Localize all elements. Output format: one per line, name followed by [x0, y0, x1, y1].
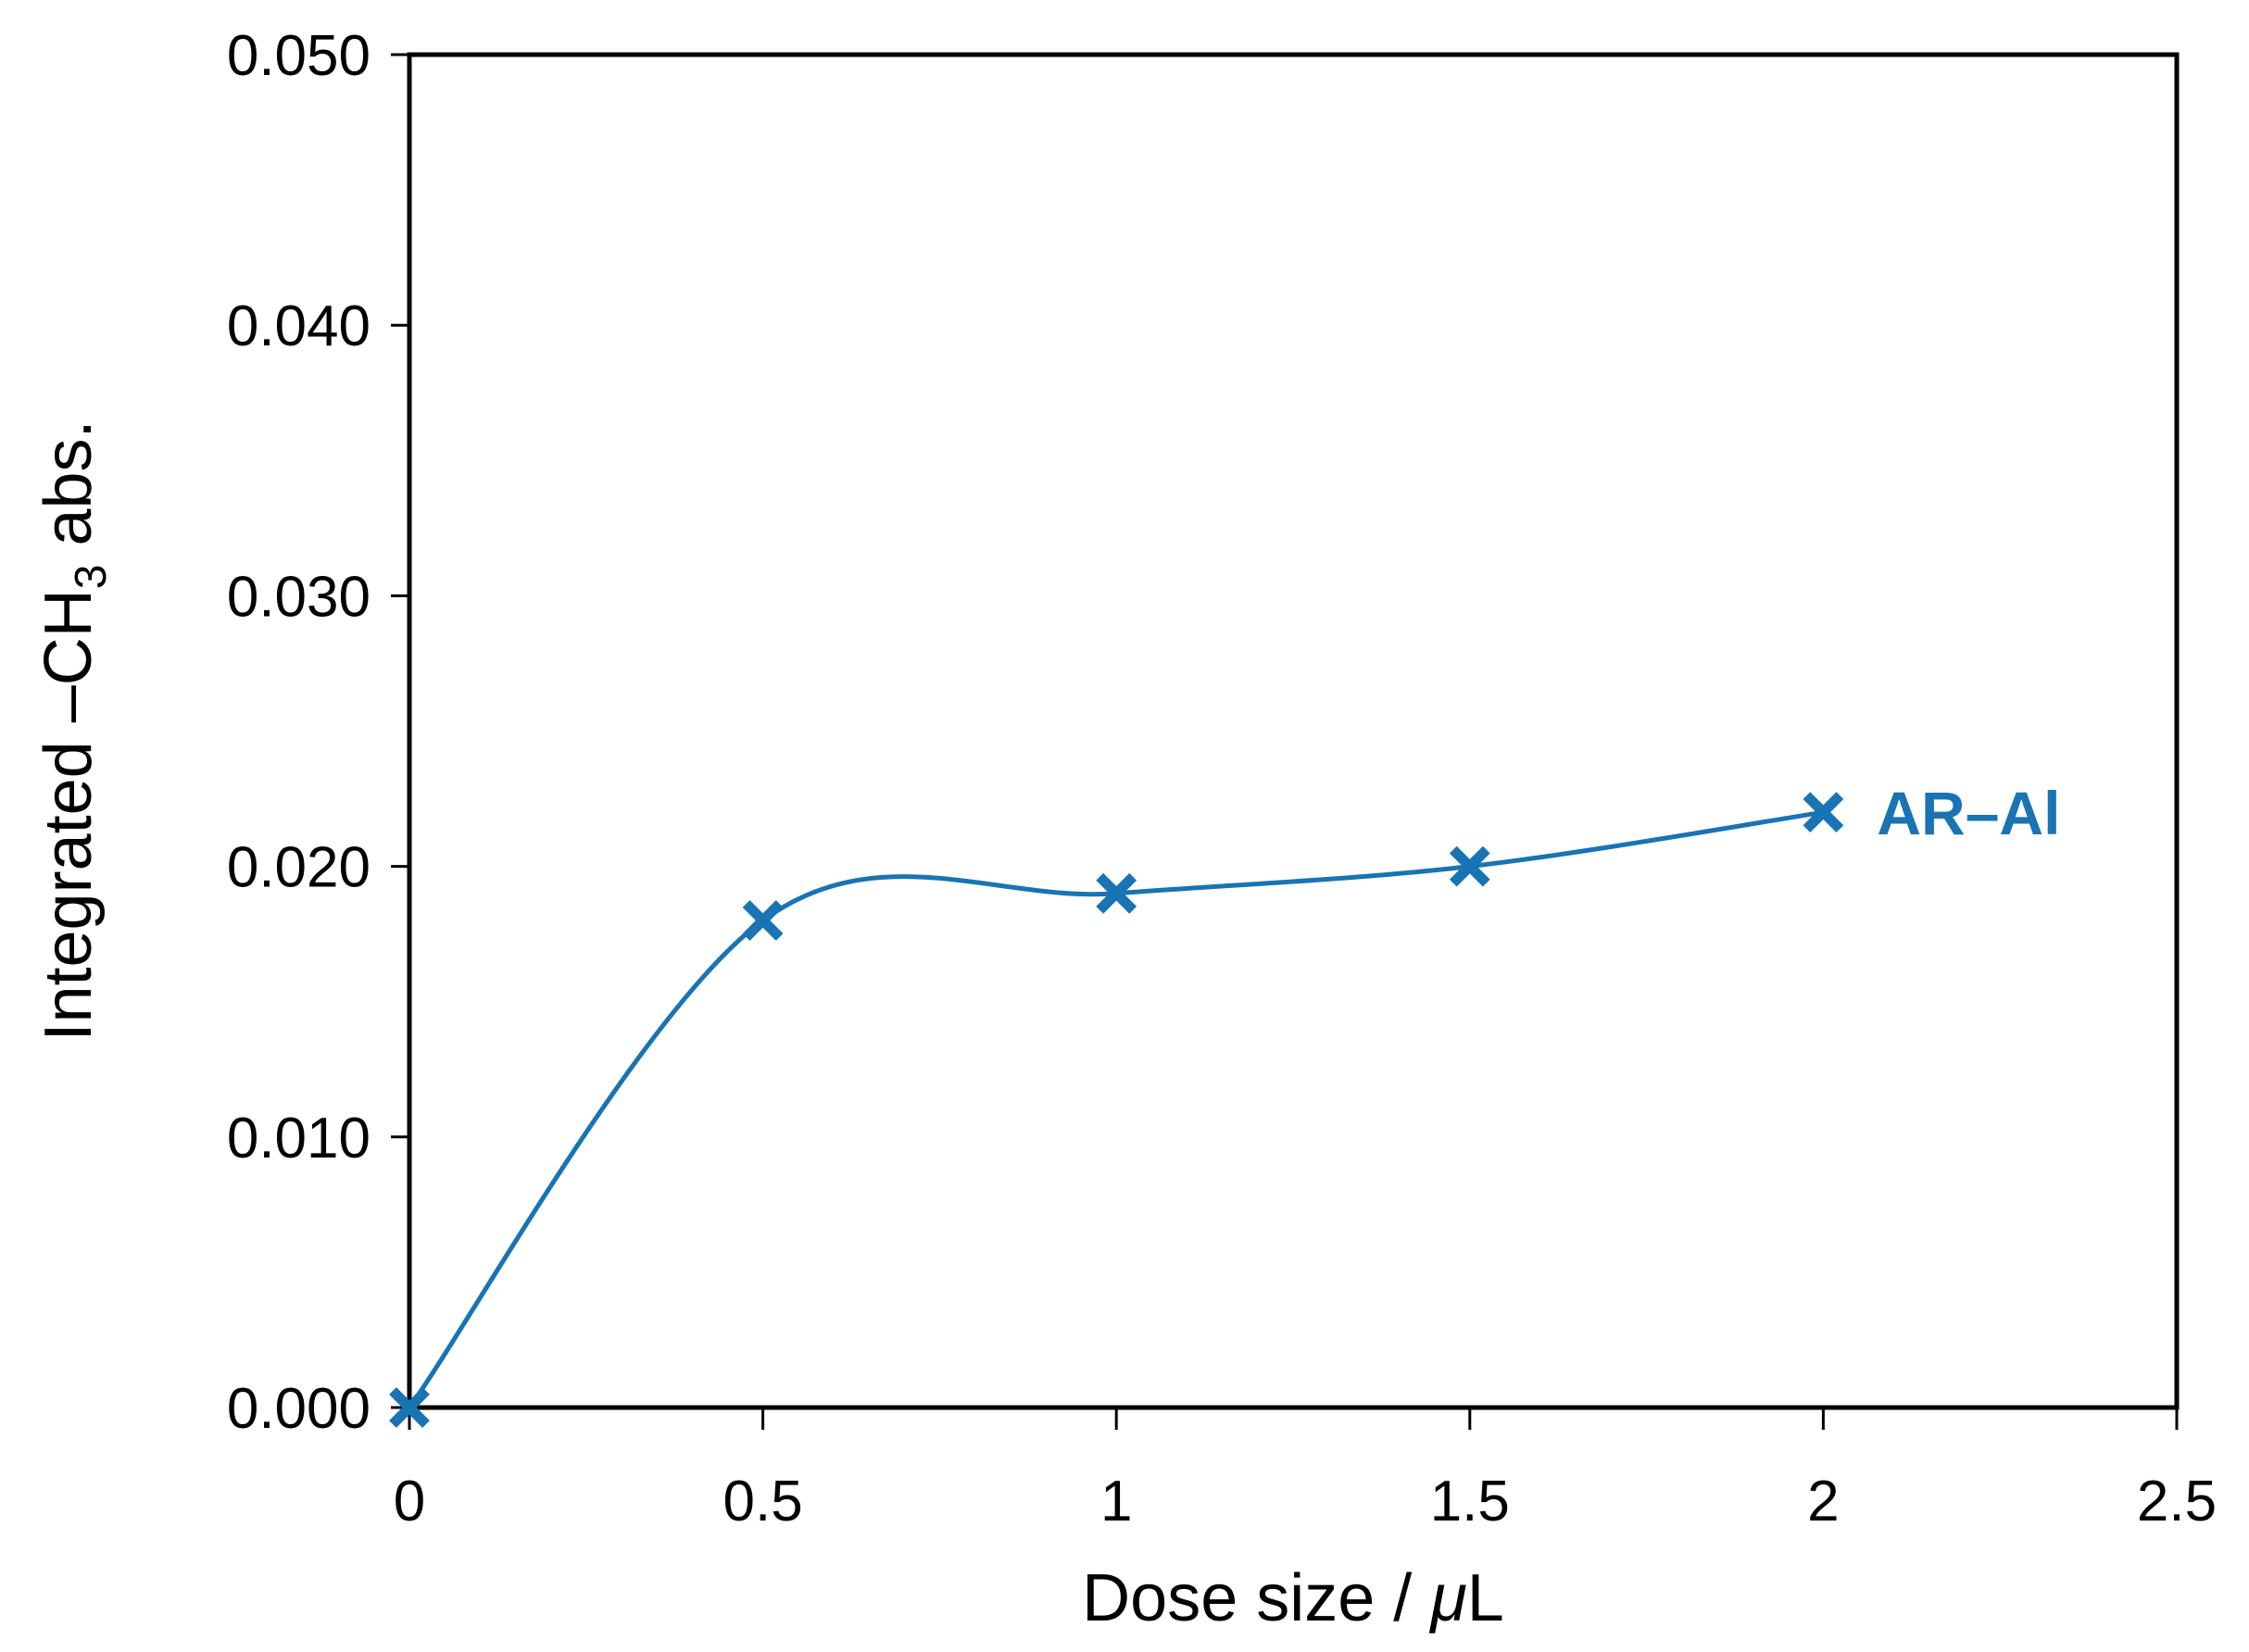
y-tick-label: 0.030	[227, 565, 371, 629]
y-tick-label: 0.000	[227, 1377, 371, 1441]
x-tick-label: 1	[1100, 1470, 1132, 1533]
x-tick-label: 1.5	[1430, 1470, 1510, 1533]
series-label: AR–Al	[1877, 779, 2060, 847]
series-layer: AR–Al	[389, 779, 2060, 1428]
y-tick-label: 0.020	[227, 836, 371, 900]
x-tick-label: 0.5	[722, 1470, 802, 1533]
x-axis-title: Dose size / μL	[1082, 1561, 1504, 1635]
plot-frame	[407, 52, 2180, 1410]
x-tick-label: 2	[1807, 1470, 1839, 1533]
data-point-x-marker	[1449, 845, 1490, 887]
x-axis-ticks: 0 0.5 1 1.5 2 2.5	[394, 1408, 2217, 1533]
y-tick-label: 0.010	[227, 1107, 371, 1170]
x-tick-label: 0	[394, 1470, 425, 1533]
data-point-x-marker	[1803, 792, 1844, 833]
y-tick-label: 0.040	[227, 294, 371, 358]
x-tick-label: 2.5	[2137, 1470, 2217, 1533]
data-point-x-marker	[1096, 872, 1137, 914]
y-tick-label: 0.050	[227, 24, 371, 88]
data-point-x-marker	[742, 900, 784, 941]
y-axis-title: Integrated –CH3 abs.	[31, 419, 116, 1041]
data-point-x-marker	[389, 1387, 430, 1428]
y-axis-ticks: 0.000 0.010 0.020 0.030 0.040 0.050	[227, 24, 409, 1441]
series-line	[407, 809, 1824, 1409]
